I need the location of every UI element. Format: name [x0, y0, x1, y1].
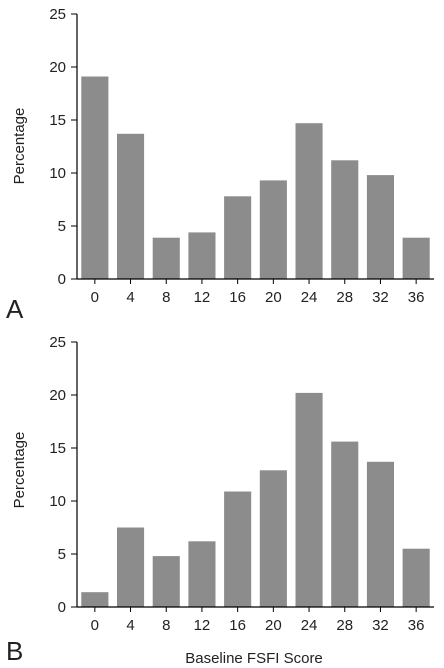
x-tick-label-b: 8	[162, 617, 170, 634]
y-axis-title-a: Percentage	[11, 108, 28, 185]
x-tick-label-a: 0	[91, 289, 99, 306]
bar-b-0	[81, 592, 109, 607]
bar-b-4	[117, 527, 145, 607]
x-tick-label-a: 4	[126, 289, 134, 306]
x-tick-label-b: 32	[372, 617, 389, 634]
x-tick-label-a: 12	[194, 289, 211, 306]
y-ticks-a: 0 5 10 15 20 25	[49, 6, 77, 288]
x-tick-label-a: 8	[162, 289, 170, 306]
bar-a-24	[295, 123, 323, 279]
x-tick-label-b: 4	[126, 617, 134, 634]
x-tick-label-a: 36	[408, 289, 425, 306]
bars-a	[81, 76, 430, 279]
x-tick-label-a: 28	[336, 289, 353, 306]
bar-a-36	[402, 237, 430, 279]
y-tick-label-a: 5	[58, 218, 66, 235]
y-tick-label-b: 20	[49, 387, 66, 404]
y-tick-label-b: 25	[49, 334, 66, 351]
x-tick-label-b: 0	[91, 617, 99, 634]
bar-b-8	[152, 556, 180, 607]
bar-a-20	[259, 180, 287, 279]
bar-a-0	[81, 76, 109, 279]
x-tick-label-b: 16	[229, 617, 246, 634]
bar-a-28	[331, 160, 359, 279]
x-tick-label-b: 28	[336, 617, 353, 634]
y-tick-label-a: 20	[49, 59, 66, 76]
x-tick-label-b: 36	[408, 617, 425, 634]
x-tick-label-a: 20	[265, 289, 282, 306]
x-tick-label-a: 16	[229, 289, 246, 306]
y-tick-label-b: 5	[58, 546, 66, 563]
bar-b-20	[259, 470, 287, 607]
bars-b	[81, 392, 430, 607]
bar-a-4	[117, 133, 145, 279]
bar-b-24	[295, 392, 323, 607]
y-tick-label-b: 15	[49, 440, 66, 457]
bar-a-12	[188, 232, 216, 279]
bar-a-32	[366, 175, 394, 279]
x-tick-label-b: 20	[265, 617, 282, 634]
y-axis-title-b: Percentage	[11, 432, 28, 509]
y-tick-label-a: 25	[49, 6, 66, 23]
y-tick-label-b: 0	[58, 599, 66, 616]
x-ticks-b: 0 4 8 12 16 20 24 28 32 36	[91, 607, 425, 634]
bar-b-32	[366, 461, 394, 607]
x-tick-label-b: 24	[301, 617, 318, 634]
bar-b-36	[402, 548, 430, 607]
y-tick-label-a: 0	[58, 271, 66, 288]
x-tick-label-a: 24	[301, 289, 318, 306]
x-tick-label-a: 32	[372, 289, 389, 306]
x-axis-title-b: Baseline FSFI Score	[185, 650, 323, 667]
bar-b-28	[331, 441, 359, 607]
y-tick-label-a: 15	[49, 112, 66, 129]
panel-label-a: A	[6, 294, 24, 324]
x-ticks-a: 0 4 8 12 16 20 24 28 32 36	[91, 279, 425, 306]
bar-a-16	[224, 196, 252, 279]
panel-label-b: B	[6, 636, 23, 666]
bar-b-16	[224, 491, 252, 607]
y-tick-label-a: 10	[49, 165, 66, 182]
y-tick-label-b: 10	[49, 493, 66, 510]
x-tick-label-b: 12	[194, 617, 211, 634]
y-ticks-b: 0 5 10 15 20 25	[49, 334, 77, 616]
bar-b-12	[188, 541, 216, 607]
bar-a-8	[152, 237, 180, 279]
